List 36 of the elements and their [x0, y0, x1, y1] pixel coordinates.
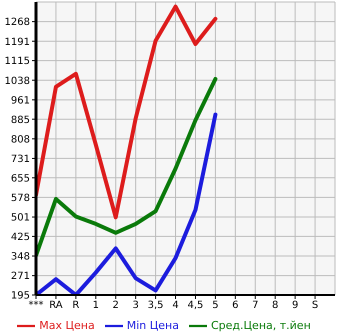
x-tick-label: 3,5 [148, 300, 164, 312]
y-tick-label: 1115 [4, 56, 30, 68]
y-tick-label: 425 [10, 232, 30, 243]
x-tick-label: RA [49, 300, 63, 312]
line-series [36, 4, 218, 220]
y-tick-label: 195 [10, 290, 30, 302]
x-tick-label: *** [28, 300, 44, 312]
legend-label: Min Цена [126, 319, 179, 332]
y-tick-label: 501 [10, 212, 30, 224]
x-tick-label: 1 [92, 300, 99, 312]
y-tick-label: 578 [10, 192, 30, 204]
y-tick-label: 271 [10, 271, 30, 282]
y-tick-label: 808 [10, 134, 30, 146]
y-tick-label: 1268 [4, 17, 30, 28]
y-tick-label: 1038 [4, 76, 30, 87]
y-tick-label: 1191 [4, 36, 30, 48]
x-tick-label: 7 [252, 300, 258, 312]
x-tick-label: S [312, 300, 318, 312]
x-tick-label: 2 [112, 300, 119, 312]
legend-label: Max Цена [39, 319, 95, 332]
y-tick-label: 885 [10, 114, 30, 126]
x-tick-label: 3 [132, 300, 139, 312]
y-tick-label: 731 [10, 154, 30, 165]
legend-label: Сред.Цена, т.йен [210, 319, 311, 332]
y-tick-label: 655 [10, 173, 30, 184]
x-tick-label: 4 [172, 300, 179, 312]
x-tick-label: 9 [292, 300, 298, 312]
x-tick-label: 4,5 [188, 300, 204, 312]
line-series [36, 112, 218, 295]
line-series [36, 76, 218, 258]
x-tick-label: R [72, 300, 80, 312]
y-tick-label: 961 [10, 95, 30, 106]
y-tick-label: 348 [10, 252, 30, 263]
x-tick-label: 8 [272, 300, 278, 312]
x-tick-label: 6 [232, 300, 239, 312]
x-tick-label: 5 [212, 300, 219, 312]
